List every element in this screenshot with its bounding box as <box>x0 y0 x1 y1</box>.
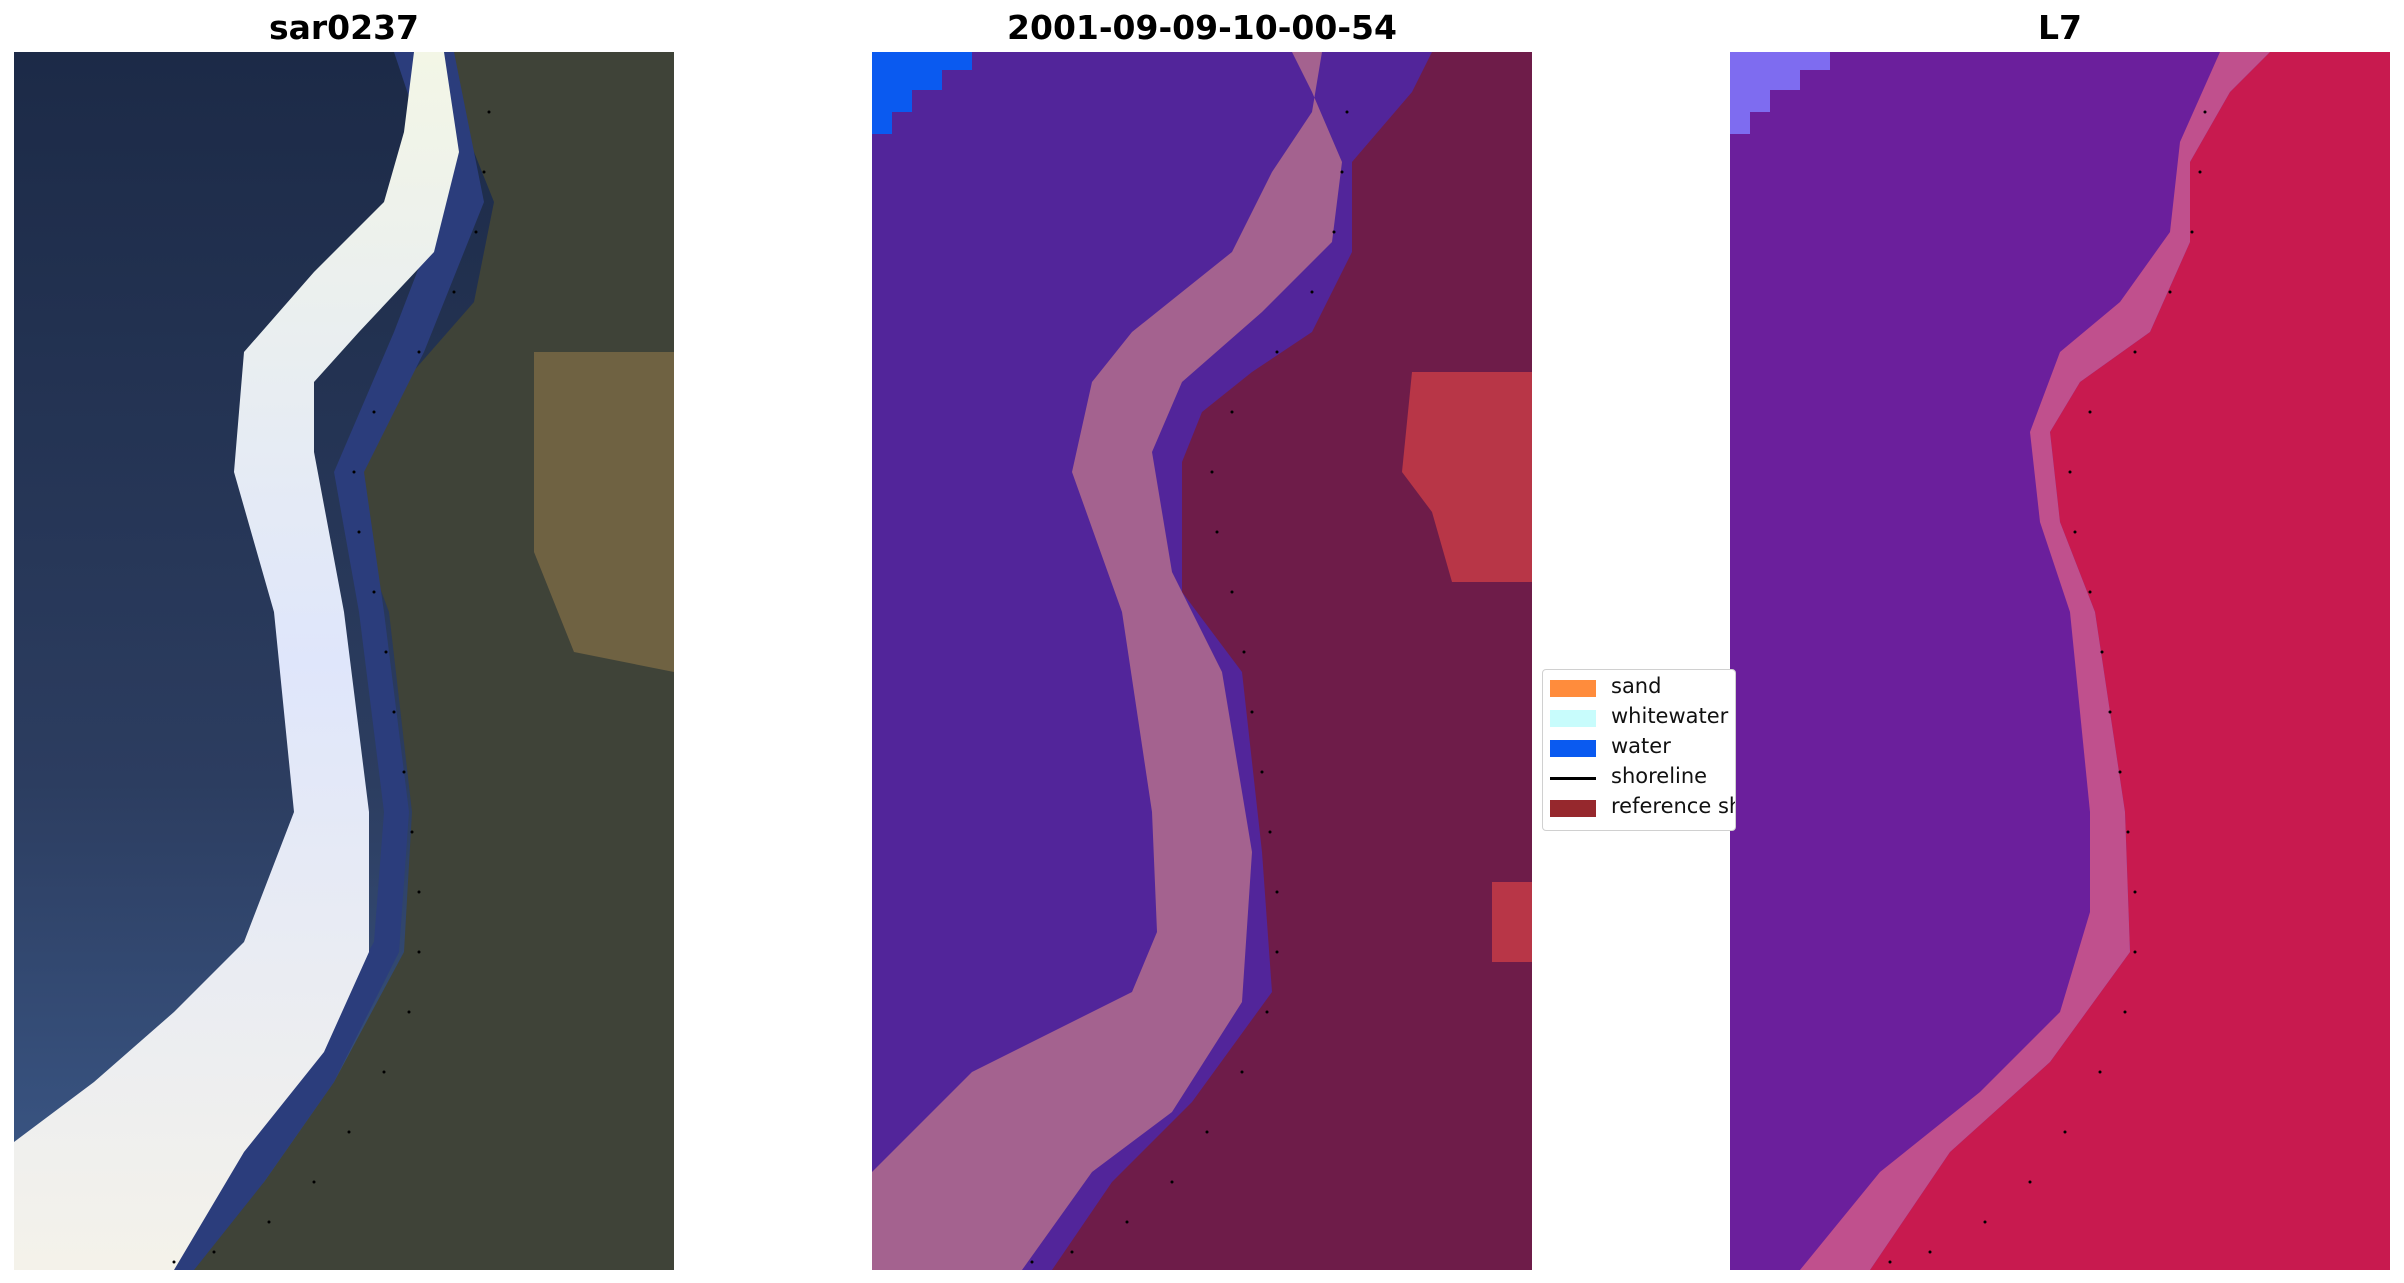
cls-land <box>1052 52 1532 1270</box>
cls-red-patch <box>1402 372 1532 582</box>
cls-whitewater <box>872 52 1342 1270</box>
legend: sand whitewater water shoreline referenc… <box>1542 669 1736 831</box>
mndwi-image-panel <box>1730 52 2390 1270</box>
legend-item-whitewater: whitewater <box>1543 702 1735 730</box>
legend-label-water: water <box>1611 734 1671 758</box>
mndwi-land <box>1870 52 2390 1270</box>
legend-label-whitewater: whitewater <box>1611 704 1729 728</box>
rgb-dark-water-band <box>144 52 484 1270</box>
legend-item-water: water <box>1543 732 1735 760</box>
cls-red-patch-small <box>1492 882 1532 962</box>
classified-image-panel <box>872 52 1532 1270</box>
rgb-whitewater <box>14 52 459 1270</box>
legend-swatch-water <box>1550 740 1596 757</box>
legend-swatch-reference-shoreline <box>1550 800 1596 817</box>
mndwi-shoreline <box>1888 110 2207 1264</box>
rgb-land-ochre <box>534 352 674 672</box>
legend-item-shoreline: shoreline <box>1543 762 1735 790</box>
legend-swatch-sand <box>1550 680 1596 697</box>
legend-item-sand: sand <box>1543 672 1735 700</box>
cls-shoreline <box>1030 110 1349 1264</box>
legend-label-reference-shoreline: reference shoreline <box>1611 794 1735 818</box>
legend-line-shoreline <box>1550 777 1596 780</box>
rgb-image-panel <box>14 52 674 1270</box>
legend-swatch-whitewater <box>1550 710 1596 727</box>
panel-title-classified: 2001-09-09-10-00-54 <box>1007 8 1397 47</box>
mndwi-corner <box>1730 52 1830 134</box>
legend-label-sand: sand <box>1611 674 1662 698</box>
rgb-shoreline <box>172 110 491 1264</box>
panel-title-rgb: sar0237 <box>268 8 420 47</box>
legend-item-reference-shoreline: reference shoreline <box>1543 792 1735 820</box>
cls-water-corner <box>872 52 972 134</box>
panel-title-mndwi: L7 <box>2038 8 2082 47</box>
legend-label-shoreline: shoreline <box>1611 764 1708 788</box>
